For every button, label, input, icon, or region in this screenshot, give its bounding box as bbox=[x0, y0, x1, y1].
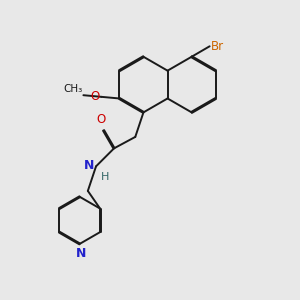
Text: N: N bbox=[76, 247, 86, 260]
Text: O: O bbox=[91, 90, 100, 103]
Text: N: N bbox=[84, 159, 94, 172]
Text: H: H bbox=[101, 172, 109, 182]
Text: CH₃: CH₃ bbox=[63, 84, 82, 94]
Text: Br: Br bbox=[211, 40, 224, 53]
Text: O: O bbox=[96, 113, 106, 126]
